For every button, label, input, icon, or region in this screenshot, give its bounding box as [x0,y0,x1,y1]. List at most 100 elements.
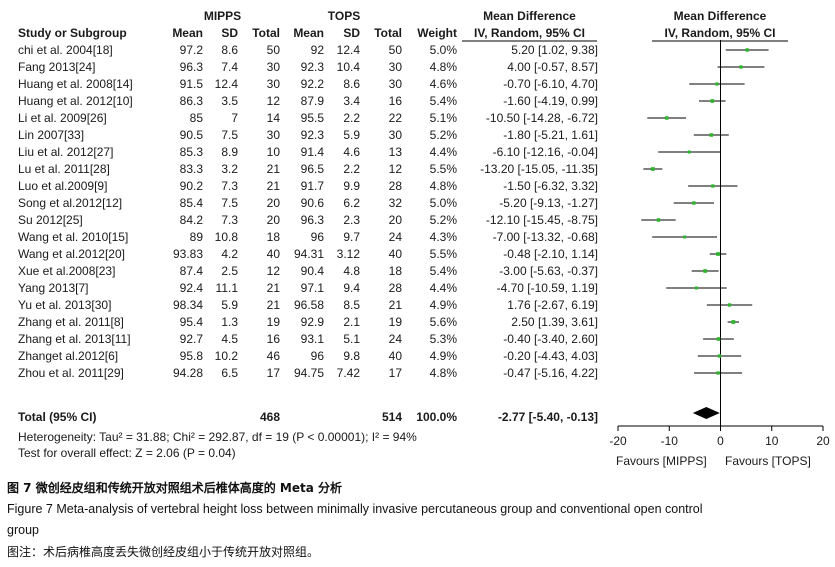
effect-point [694,286,698,290]
x-tick-label: -20 [609,434,627,448]
study-name: Zhang et al. 2011[8] [18,315,124,329]
ci-cell: -1.60 [-4.19, 0.99] [503,94,598,108]
sd2-cell: 2.2 [343,162,360,176]
mean2-cell: 92.3 [300,128,324,142]
total1-cell: 19 [266,315,280,329]
effect-point [664,116,669,120]
weight-cell: 5.3% [429,332,457,346]
sd2-cell: 9.7 [343,230,360,244]
mean2-cell: 93.1 [300,332,324,346]
mean1-cell: 95.4 [179,315,203,329]
total2-cell: 40 [388,247,402,261]
study-name: Yu et al. 2013[30] [18,298,112,312]
weight-cell: 4.9% [429,298,457,312]
ci-cell: -0.20 [-4.43, 4.03] [503,349,598,363]
study-name: Fang 2013[24] [18,60,96,74]
total1-cell: 18 [266,230,280,244]
sd1-cell: 1.3 [221,315,238,329]
overall-diamond [692,407,720,419]
ci-cell: 1.76 [-2.67, 6.19] [507,298,598,312]
sd1-cell: 8.9 [221,145,238,159]
sd2-cell: 9.8 [343,349,360,363]
sd1-cell: 4.2 [221,247,238,261]
sd1-cell: 10.8 [214,230,238,244]
study-name: Huang et al. 2008[14] [18,77,133,91]
total1-cell: 46 [266,349,280,363]
total2-cell: 21 [388,298,402,312]
mean2-cell: 92.2 [300,77,324,91]
sd1-cell: 7.4 [221,60,238,74]
study-name: Yang 2013[7] [18,281,89,295]
mean1-cell: 90.2 [179,179,203,193]
total1-cell: 20 [266,196,280,210]
effect-point [716,371,720,375]
ci-cell: -0.40 [-3.40, 2.60] [503,332,598,346]
sd1-cell: 10.2 [214,349,238,363]
sd1-cell: 7.3 [221,179,238,193]
sd2-cell: 5.9 [343,128,360,142]
effect-point [710,99,715,103]
sd1-cell: 7.3 [221,213,238,227]
effect-point [709,133,714,137]
effect-point [650,167,655,171]
effect-point [656,218,661,222]
mean2-cell: 92.3 [300,60,324,74]
study-name: Zhanget al.2012[6] [18,349,119,363]
effect-point [717,354,722,358]
md-title-right: Mean Difference [673,9,767,23]
ci-cell: -13.20 [-15.05, -11.35] [480,162,598,176]
mean1-cell: 86.3 [179,94,203,108]
sd2-cell: 5.1 [343,332,360,346]
sd2-cell: 8.5 [343,298,360,312]
weight-cell: 4.6% [429,77,457,91]
x-tick-label: -10 [661,434,679,448]
col-mean1: Mean [172,26,203,40]
sd1-cell: 7.5 [221,128,238,142]
study-name: Li et al. 2009[26] [18,111,107,125]
mean1-cell: 87.4 [179,264,203,278]
total1-cell: 21 [266,162,280,176]
total2-cell: 24 [388,332,402,346]
sd2-cell: 8.6 [343,77,360,91]
mean2-cell: 97.1 [300,281,324,295]
total2-cell: 32 [388,196,402,210]
study-name: Zhou et al. 2011[29] [18,366,124,380]
total-n1: 468 [259,410,280,424]
sd1-cell: 4.5 [221,332,238,346]
total1-cell: 30 [266,60,280,74]
mean1-cell: 97.2 [179,43,203,57]
favours-right-label: Favours [TOPS] [725,454,811,468]
study-name: chi et al. 2004[18] [18,43,113,57]
col-weight: Weight [417,26,457,40]
study-name: Luo et al.2009[9] [18,179,108,193]
sd2-cell: 2.1 [343,315,360,329]
sd1-cell: 7 [231,111,238,125]
col-sd2: SD [343,26,360,40]
effect-point [711,184,715,188]
total2-cell: 16 [388,94,402,108]
md-sub-right: IV, Random, 95% CI [664,26,776,40]
total2-cell: 30 [388,60,402,74]
total2-cell: 50 [388,43,402,57]
ci-cell: 2.50 [1.39, 3.61] [511,315,598,329]
caption-en-line1: Figure 7 Meta-analysis of vertebral heig… [7,502,703,516]
sd2-cell: 2.2 [343,111,360,125]
mean1-cell: 92.7 [179,332,203,346]
sd2-cell: 9.9 [343,179,360,193]
weight-cell: 5.2% [429,128,457,142]
total2-cell: 40 [388,349,402,363]
total1-cell: 50 [266,43,280,57]
weight-cell: 4.3% [429,230,457,244]
sd2-cell: 2.3 [343,213,360,227]
mean2-cell: 90.4 [300,264,324,278]
weight-cell: 5.4% [429,94,457,108]
total1-cell: 21 [266,298,280,312]
mean1-cell: 85.4 [179,196,203,210]
total-label: Total (95% CI) [18,410,97,424]
mean2-cell: 94.75 [293,366,324,380]
mean2-cell: 87.9 [300,94,324,108]
weight-cell: 4.4% [429,281,457,295]
sd1-cell: 5.9 [221,298,238,312]
effect-point [745,48,749,52]
study-name: Lu et al. 2011[28] [18,162,110,176]
